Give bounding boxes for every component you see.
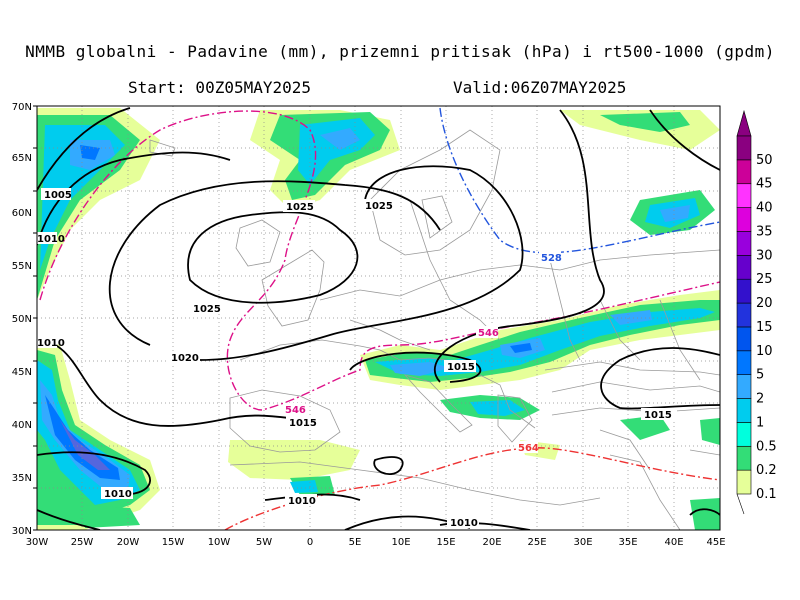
colorbar-label: 5 xyxy=(756,368,764,383)
colorbar-label: 40 xyxy=(756,201,773,216)
isobar-label: 1025 xyxy=(286,202,314,213)
colorbar-label: 45 xyxy=(756,177,773,192)
isobar-label: 1010 xyxy=(450,518,478,529)
colorbar-label: 20 xyxy=(756,296,773,311)
lat-tick-label: 40N xyxy=(12,420,32,431)
colorbar-label: 0.5 xyxy=(756,439,777,454)
start-time: Start: 00Z05MAY2025 xyxy=(128,78,312,97)
lon-tick-label: 30E xyxy=(573,537,592,548)
colorbar-swatch xyxy=(736,469,752,495)
lon-tick-label: 10W xyxy=(208,537,231,548)
contour-labels: 1005 1010 1025 1025 1025 1020 1015 1015 … xyxy=(37,188,677,529)
colorbar-swatch xyxy=(736,183,752,208)
isobar-label: 1010 xyxy=(104,489,132,500)
isobar-label: 1025 xyxy=(365,201,393,212)
lat-axis: 70N 65N 60N 55N 50N 45N 40N 35N 30N xyxy=(12,102,37,537)
isobar-label: 1010 xyxy=(37,234,65,245)
colorbar-top-arrow xyxy=(736,109,752,137)
colorbar-swatch xyxy=(736,302,752,328)
colorbar-label: 35 xyxy=(756,224,773,239)
lon-tick-label: 25E xyxy=(527,537,546,548)
lat-tick-label: 55N xyxy=(12,261,32,272)
lon-tick-label: 5E xyxy=(349,537,362,548)
colorbar-label: 0.2 xyxy=(756,463,777,478)
colorbar-label: 50 xyxy=(756,153,773,168)
lon-tick-label: 15E xyxy=(436,537,455,548)
colorbar-swatch xyxy=(736,231,752,256)
colorbar-label: 10 xyxy=(756,344,773,359)
colorbar-swatch xyxy=(736,350,752,375)
lon-tick-label: 30W xyxy=(26,537,49,548)
colorbar-label: 30 xyxy=(756,248,773,263)
lon-tick-label: 45E xyxy=(706,537,725,548)
lat-tick-label: 70N xyxy=(12,102,32,113)
lat-tick-label: 45N xyxy=(12,367,32,378)
colorbar-bottom-tail xyxy=(736,493,745,515)
lat-tick-label: 35N xyxy=(12,473,32,484)
lon-tick-label: 5W xyxy=(256,537,272,548)
colorbar-swatch xyxy=(736,422,752,447)
colorbar-swatch xyxy=(736,255,752,280)
colorbar-swatch xyxy=(736,278,752,304)
colorbar-swatch xyxy=(736,159,752,185)
colorbar-label: 1 xyxy=(756,415,764,430)
thickness-label: 564 xyxy=(518,443,539,454)
chart-title: NMMB globalni - Padavine (mm), prizemni … xyxy=(25,42,775,61)
lon-tick-label: 0 xyxy=(307,537,313,548)
isobar-label: 1005 xyxy=(44,190,72,201)
lon-tick-label: 20E xyxy=(482,537,501,548)
lon-tick-label: 15W xyxy=(162,537,185,548)
valid-time: Valid:06Z07MAY2025 xyxy=(453,78,627,97)
colorbar-swatch xyxy=(736,374,752,399)
lat-tick-label: 65N xyxy=(12,153,32,164)
isobar-label: 1025 xyxy=(193,304,221,315)
lon-axis: 30W 25W 20W 15W 10W 5W 0 5E 10E 15E 20E … xyxy=(26,537,726,548)
colorbar-label: 15 xyxy=(756,320,773,335)
thickness-label: 546 xyxy=(478,328,499,339)
colorbar-swatch xyxy=(736,398,752,423)
colorbar-label: 2 xyxy=(756,392,764,407)
thickness-label: 528 xyxy=(541,253,562,264)
colorbar-swatch xyxy=(736,135,752,161)
isobar-label: 1015 xyxy=(447,362,475,373)
lat-tick-label: 50N xyxy=(12,314,32,325)
isobar-label: 1015 xyxy=(289,418,317,429)
colorbar-swatch xyxy=(736,326,752,352)
lon-tick-label: 10E xyxy=(391,537,410,548)
isobar-label: 1020 xyxy=(171,353,199,364)
isobar-label: 1010 xyxy=(37,338,65,349)
lon-tick-label: 25W xyxy=(71,537,94,548)
colorbar-label: 0.1 xyxy=(756,487,777,502)
isobar-label: 1015 xyxy=(644,410,672,421)
coastlines xyxy=(149,129,720,530)
colorbar-swatch xyxy=(736,207,752,232)
lon-tick-label: 20W xyxy=(117,537,140,548)
graticule xyxy=(37,106,720,530)
lat-tick-label: 60N xyxy=(12,208,32,219)
thickness-label: 546 xyxy=(285,405,306,416)
lon-tick-label: 35E xyxy=(618,537,637,548)
colorbar-swatch xyxy=(736,445,752,471)
isobar-label: 1010 xyxy=(288,496,316,507)
lat-tick-label: 30N xyxy=(12,526,32,537)
lon-tick-label: 40E xyxy=(664,537,683,548)
colorbar-label: 25 xyxy=(756,272,773,287)
